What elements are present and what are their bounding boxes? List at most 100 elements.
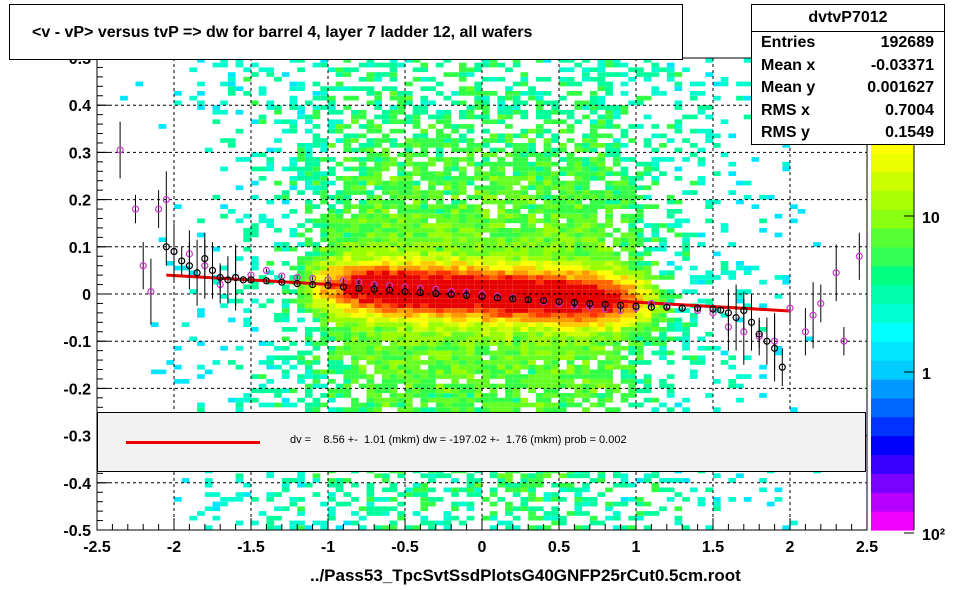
heatmap-cell [227, 81, 236, 87]
heatmap-cell [505, 350, 513, 356]
profile-point [717, 306, 725, 314]
heatmap-cell [566, 317, 575, 323]
heatmap-cell [520, 227, 529, 233]
heatmap-cell [589, 270, 598, 276]
heatmap-cell [520, 109, 529, 115]
heatmap-cell [451, 322, 459, 327]
heatmap-cell [505, 397, 513, 403]
heatmap-cell [466, 515, 475, 521]
profile-point [224, 276, 232, 284]
heatmap-cell [512, 204, 521, 209]
color-bar-segment [871, 435, 914, 456]
heatmap-cell [643, 317, 652, 323]
heatmap-cell [428, 303, 436, 309]
heatmap-cell [458, 246, 467, 252]
heatmap-cell [528, 506, 536, 512]
heatmap-cell [466, 204, 475, 209]
heatmap-cell [520, 383, 529, 389]
heatmap-cell [235, 364, 244, 370]
heatmap-cell [328, 171, 336, 176]
heatmap-cell [620, 265, 629, 271]
heatmap-cell [497, 374, 506, 379]
profile-point [770, 344, 779, 352]
heatmap-cell [659, 67, 667, 73]
heatmap-cell [297, 511, 305, 516]
heatmap-cell [728, 275, 737, 280]
heatmap-cell [443, 185, 452, 191]
heatmap-cell [297, 520, 305, 526]
heatmap-cell [489, 265, 498, 271]
heatmap-cell [628, 345, 636, 351]
heatmap-cell [420, 298, 429, 304]
heatmap-cell [420, 369, 429, 375]
heatmap-cell [736, 95, 744, 101]
heatmap-cell [351, 95, 359, 101]
heatmap-cell [389, 62, 398, 68]
heatmap-cell [289, 246, 298, 252]
heatmap-cell [435, 261, 444, 266]
heatmap-cell [682, 251, 690, 257]
heatmap-cell [497, 270, 506, 276]
heatmap-cell [512, 506, 521, 512]
heatmap-cell [659, 289, 667, 294]
heatmap-cell [543, 176, 552, 181]
heatmap-cell [528, 284, 536, 290]
heatmap-cell [589, 275, 598, 280]
heatmap-cell [743, 81, 752, 87]
heatmap-cell [435, 138, 444, 143]
heatmap-cell [543, 308, 552, 313]
heatmap-cell [551, 327, 559, 332]
heatmap-cell [482, 246, 490, 252]
heatmap-cell [343, 341, 352, 346]
heatmap-cell [235, 402, 244, 408]
heatmap-cell [474, 171, 482, 176]
heatmap-cell [574, 265, 583, 271]
heatmap-cell [389, 180, 398, 186]
x-tick-label: -0.5 [391, 539, 419, 556]
heatmap-cell [643, 185, 652, 191]
heatmap-cell [343, 407, 352, 412]
heatmap-cell [328, 355, 336, 361]
heatmap-cell [528, 374, 536, 379]
heatmap-cell [320, 194, 328, 200]
heatmap-cell [512, 232, 521, 238]
heatmap-cell [528, 232, 536, 238]
heatmap-cell [174, 265, 182, 271]
heatmap-cell [458, 393, 467, 398]
heatmap-cell [281, 166, 290, 172]
heatmap-cell [697, 81, 706, 87]
heatmap-cell [636, 265, 644, 271]
heatmap-cell [543, 369, 552, 375]
heatmap-cell [659, 303, 667, 309]
heatmap-cell [320, 190, 328, 195]
heatmap-cell [243, 397, 251, 403]
heatmap-cell [743, 374, 752, 379]
heatmap-cell [474, 407, 482, 412]
heatmap-cell [512, 298, 521, 304]
heatmap-cell [597, 364, 606, 370]
heatmap-cell [374, 312, 382, 318]
heatmap-cell [320, 138, 328, 143]
heatmap-cell [474, 364, 482, 370]
heatmap-cell [374, 497, 382, 502]
heatmap-cell [589, 232, 598, 238]
heatmap-cell [366, 407, 375, 412]
heatmap-cell [474, 213, 482, 219]
heatmap-cell [335, 270, 344, 276]
heatmap-cell [612, 322, 621, 327]
heatmap-cell [535, 185, 544, 191]
heatmap-cell [482, 218, 490, 224]
heatmap-cell [582, 251, 590, 257]
heatmap-cell [813, 242, 821, 247]
heatmap-cell [497, 166, 506, 172]
heatmap-cell [512, 270, 521, 276]
heatmap-cell [582, 308, 590, 313]
heatmap-cell [736, 180, 744, 186]
heatmap-cell [420, 237, 429, 243]
heatmap-cell [297, 506, 305, 512]
heatmap-cell [389, 67, 398, 73]
heatmap-cell [297, 256, 305, 261]
heatmap-cell [736, 294, 744, 299]
heatmap-cell [674, 72, 683, 77]
heatmap-cell [559, 294, 567, 299]
